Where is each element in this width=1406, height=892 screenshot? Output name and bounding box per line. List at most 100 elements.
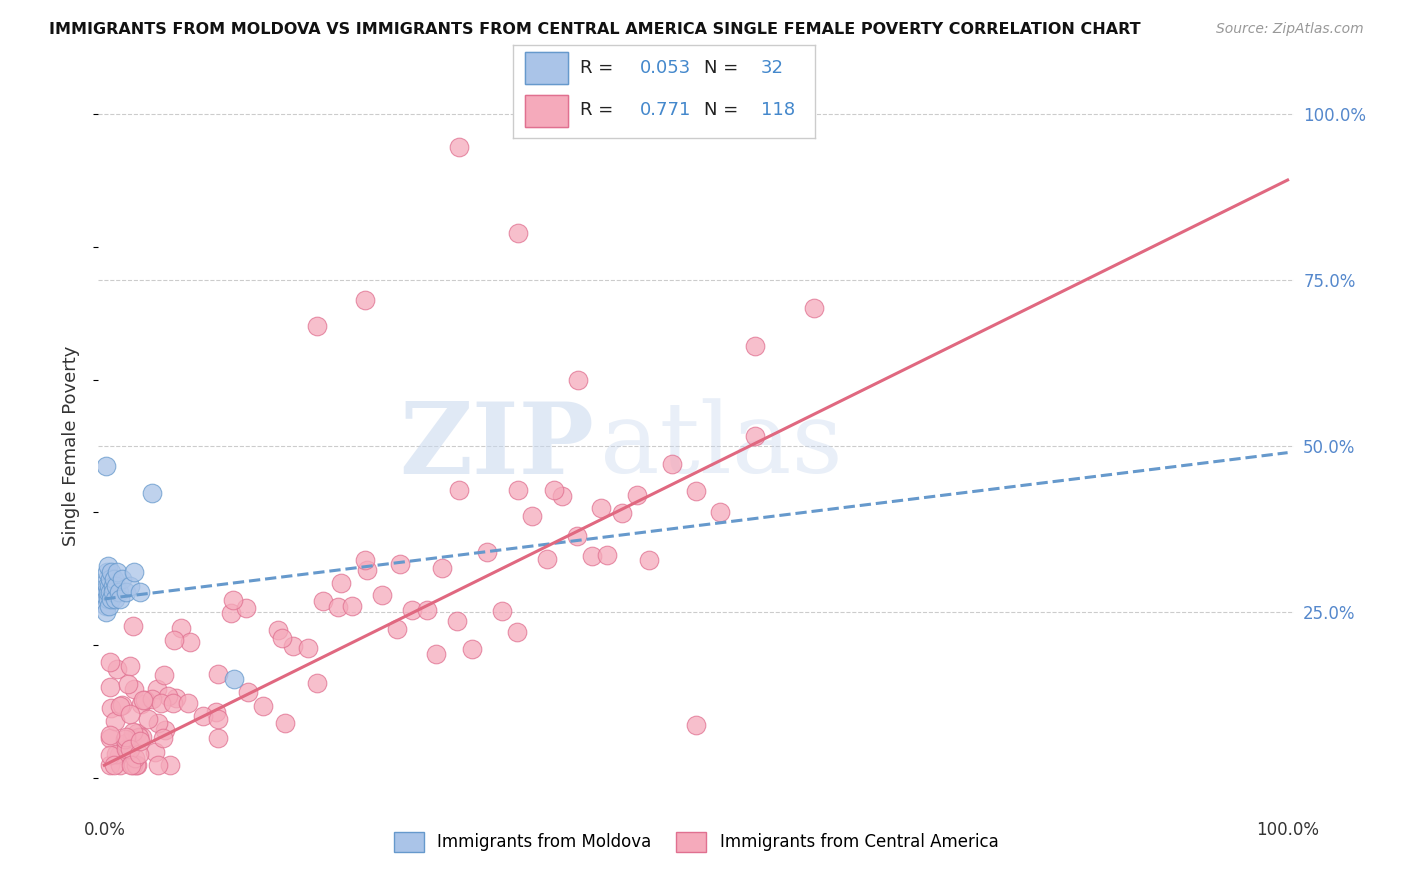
Point	[416, 603, 439, 617]
Point	[222, 593, 245, 607]
Point	[685, 483, 707, 498]
Point	[103, 572, 125, 586]
Point	[115, 745, 138, 759]
Point	[449, 483, 471, 497]
Point	[129, 697, 152, 711]
Point	[596, 548, 619, 562]
Point	[153, 668, 176, 682]
Bar	[526, 95, 568, 127]
Point	[401, 603, 423, 617]
Bar	[526, 52, 568, 84]
Point	[353, 553, 375, 567]
Point	[97, 591, 120, 606]
Point	[146, 758, 169, 772]
Text: R =: R =	[579, 59, 619, 77]
Point	[475, 545, 498, 559]
Point	[114, 731, 136, 746]
Point	[105, 662, 128, 676]
Point	[207, 712, 229, 726]
Point	[128, 747, 150, 762]
Point	[136, 712, 159, 726]
Point	[567, 372, 589, 386]
Point	[127, 758, 149, 772]
Text: 0.771: 0.771	[640, 101, 692, 120]
Point	[141, 692, 163, 706]
Point	[565, 529, 588, 543]
Point	[330, 575, 353, 590]
Point	[685, 718, 707, 732]
Point	[121, 731, 143, 745]
Point	[152, 731, 174, 745]
Point	[111, 698, 134, 713]
Point	[266, 623, 288, 637]
Point	[104, 747, 127, 761]
Point	[207, 666, 229, 681]
Point	[98, 579, 121, 593]
Point	[107, 585, 129, 599]
Point	[122, 566, 145, 580]
Point	[153, 723, 176, 737]
Point	[207, 731, 229, 745]
Point	[128, 730, 150, 744]
Text: atlas: atlas	[600, 398, 844, 494]
Point	[235, 601, 257, 615]
Point	[170, 621, 193, 635]
Point	[157, 689, 180, 703]
Point	[108, 747, 131, 762]
Point	[508, 226, 530, 240]
Point	[205, 705, 228, 719]
Point	[491, 604, 513, 618]
Point	[122, 681, 145, 696]
Point	[100, 700, 122, 714]
Point	[744, 429, 766, 443]
Point	[110, 758, 132, 772]
Point	[803, 301, 825, 315]
Point	[371, 587, 394, 601]
Point	[101, 579, 124, 593]
Point	[128, 585, 150, 599]
Text: IMMIGRANTS FROM MOLDOVA VS IMMIGRANTS FROM CENTRAL AMERICA SINGLE FEMALE POVERTY: IMMIGRANTS FROM MOLDOVA VS IMMIGRANTS FR…	[49, 22, 1140, 37]
Point	[297, 641, 319, 656]
Point	[274, 715, 297, 730]
Point	[127, 726, 149, 740]
Point	[115, 730, 138, 744]
Text: 0.053: 0.053	[640, 59, 692, 77]
Point	[132, 693, 155, 707]
Point	[162, 696, 184, 710]
Point	[105, 566, 128, 580]
Point	[165, 691, 187, 706]
Point	[389, 557, 412, 571]
Point	[111, 572, 134, 586]
Point	[191, 709, 214, 723]
Point	[120, 579, 142, 593]
Text: 118: 118	[761, 101, 796, 120]
Point	[98, 758, 121, 772]
Point	[425, 647, 447, 661]
Point	[551, 489, 574, 503]
Point	[661, 457, 683, 471]
Point	[98, 585, 121, 599]
Point	[96, 579, 118, 593]
Point	[307, 319, 329, 334]
Point	[536, 552, 558, 566]
Point	[506, 624, 529, 639]
Point	[146, 716, 169, 731]
Point	[115, 741, 138, 756]
Point	[356, 563, 378, 577]
Point	[98, 728, 121, 742]
Legend: Immigrants from Moldova, Immigrants from Central America: Immigrants from Moldova, Immigrants from…	[387, 826, 1005, 858]
Y-axis label: Single Female Poverty: Single Female Poverty	[62, 346, 80, 546]
Point	[97, 585, 120, 599]
Point	[101, 585, 124, 599]
Point	[432, 561, 454, 575]
Point	[252, 699, 274, 714]
Point	[581, 549, 603, 564]
Point	[120, 707, 142, 722]
Point	[159, 758, 181, 772]
Point	[104, 591, 127, 606]
Point	[100, 591, 122, 606]
Point	[591, 501, 613, 516]
Point	[141, 485, 163, 500]
Point	[98, 599, 121, 613]
Point	[115, 736, 138, 750]
